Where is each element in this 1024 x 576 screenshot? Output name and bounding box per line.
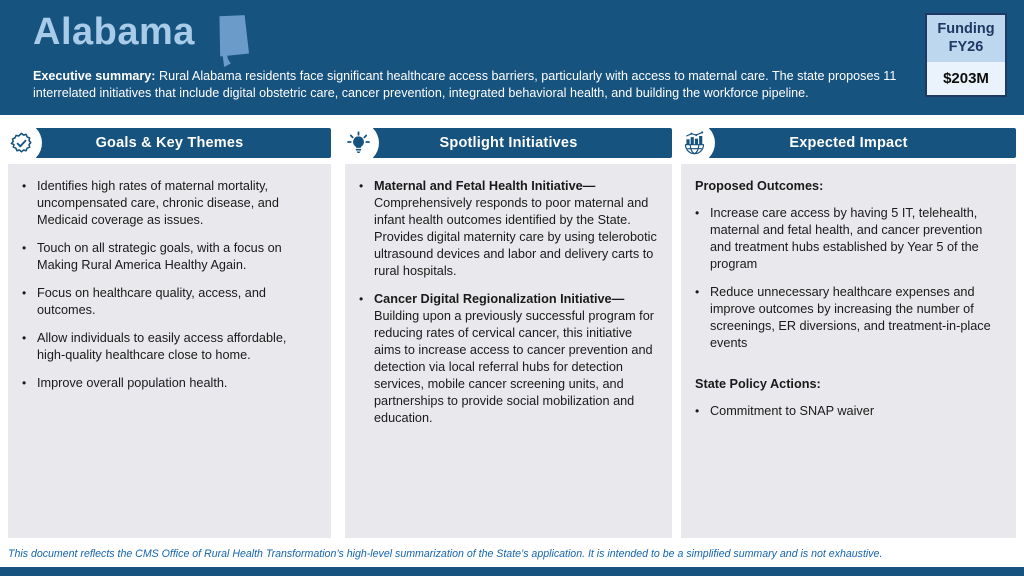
executive-summary-label: Executive summary:	[33, 69, 156, 83]
list-item: • Cancer Digital Regionalization Initiati…	[359, 291, 659, 427]
list-item-text: Improve overall population health.	[37, 376, 228, 391]
column-goals: Goals & Key Themes • Identifies high rate…	[0, 122, 331, 538]
list-item: • Touch on all strategic goals, with a fo…	[22, 240, 318, 274]
column-spotlight-title: Spotlight Initiatives	[439, 135, 578, 151]
list-item-text: Allow individuals to easily access affor…	[37, 331, 287, 363]
funding-label-line2: FY26	[948, 39, 984, 56]
list-item: • Focus on healthcare quality, access, an…	[22, 285, 318, 319]
executive-summary: Executive summary: Rural Alabama residen…	[33, 68, 925, 102]
bullet-dot: •	[359, 179, 364, 193]
list-item-text: Reduce unnecessary healthcare expenses a…	[710, 285, 991, 351]
disclaimer-text: This document reflects the CMS Office of…	[8, 548, 883, 560]
page-title: Alabama	[33, 11, 195, 53]
list-item-text: Identifies high rates of maternal mortal…	[37, 179, 279, 228]
column-impact-title: Expected Impact	[789, 135, 908, 151]
alabama-state-shape-icon	[211, 12, 255, 72]
list-item-text: Commitment to SNAP waiver	[710, 404, 875, 419]
bullet-dot: •	[22, 241, 27, 256]
list-item-text: Focus on healthcare quality, access, and…	[37, 286, 266, 318]
funding-badge: Funding FY26 $203M	[925, 13, 1007, 98]
column-goals-body: • Identifies high rates of maternal morta…	[8, 164, 331, 538]
list-item: • Maternal and Fetal Health Initiative—Co…	[359, 178, 659, 280]
list-item-text: Cancer Digital Regionalization Initiativ…	[374, 292, 654, 426]
chart-globe-icon	[673, 122, 715, 164]
funding-label-line1: Funding	[937, 21, 995, 37]
bullet-dot: •	[22, 179, 27, 193]
bullet-dot: •	[22, 286, 27, 301]
list-item: • Reduce unnecessary healthcare expenses …	[695, 284, 1003, 352]
bottom-bar	[0, 567, 1024, 576]
column-impact-header: Expected Impact	[673, 122, 1016, 164]
executive-summary-text: Rural Alabama residents face significant…	[33, 69, 897, 100]
lightbulb-icon	[337, 122, 379, 164]
funding-amount: $203M	[927, 62, 1005, 96]
bullet-dot: •	[695, 206, 700, 221]
section-heading: Proposed Outcomes:	[695, 179, 824, 193]
header-banner: Alabama Executive summary: Rural Alabama…	[0, 0, 1024, 115]
list-item-text: Maternal and Fetal Health Initiative—Com…	[374, 179, 657, 279]
bullet-dot: •	[359, 292, 364, 307]
column-spotlight-body: • Maternal and Fetal Health Initiative—Co…	[345, 164, 672, 538]
column-goals-title: Goals & Key Themes	[95, 135, 244, 151]
column-goals-header: Goals & Key Themes	[0, 122, 331, 164]
list-item: • Identifies high rates of maternal morta…	[22, 178, 318, 229]
list-item: • Improve overall population health.	[22, 375, 318, 392]
list-item: • Allow individuals to easily access affo…	[22, 330, 318, 364]
section-heading: State Policy Actions:	[695, 377, 821, 392]
column-spotlight: Spotlight Initiatives • Maternal and Feta…	[337, 122, 672, 538]
title-row: Alabama	[33, 11, 255, 72]
bullet-dot: •	[695, 285, 700, 300]
list-item-text: Touch on all strategic goals, with a foc…	[37, 241, 282, 273]
column-spotlight-header: Spotlight Initiatives	[337, 122, 672, 164]
column-impact: Expected Impact Proposed Outcomes: • Incre…	[673, 122, 1016, 538]
badge-check-icon	[0, 122, 42, 164]
column-impact-body: Proposed Outcomes: • Increase care access …	[681, 164, 1016, 538]
list-item-text: Increase care access by having 5 IT, tel…	[710, 206, 983, 272]
list-item: • Increase care access by having 5 IT, te…	[695, 205, 1003, 273]
columns-area: Goals & Key Themes • Identifies high rate…	[0, 122, 1024, 540]
list-item: • Commitment to SNAP waiver	[695, 403, 1003, 420]
bullet-dot: •	[22, 331, 27, 346]
funding-label: Funding FY26	[927, 15, 1005, 63]
bullet-dot: •	[695, 404, 700, 419]
bullet-dot: •	[22, 376, 27, 391]
